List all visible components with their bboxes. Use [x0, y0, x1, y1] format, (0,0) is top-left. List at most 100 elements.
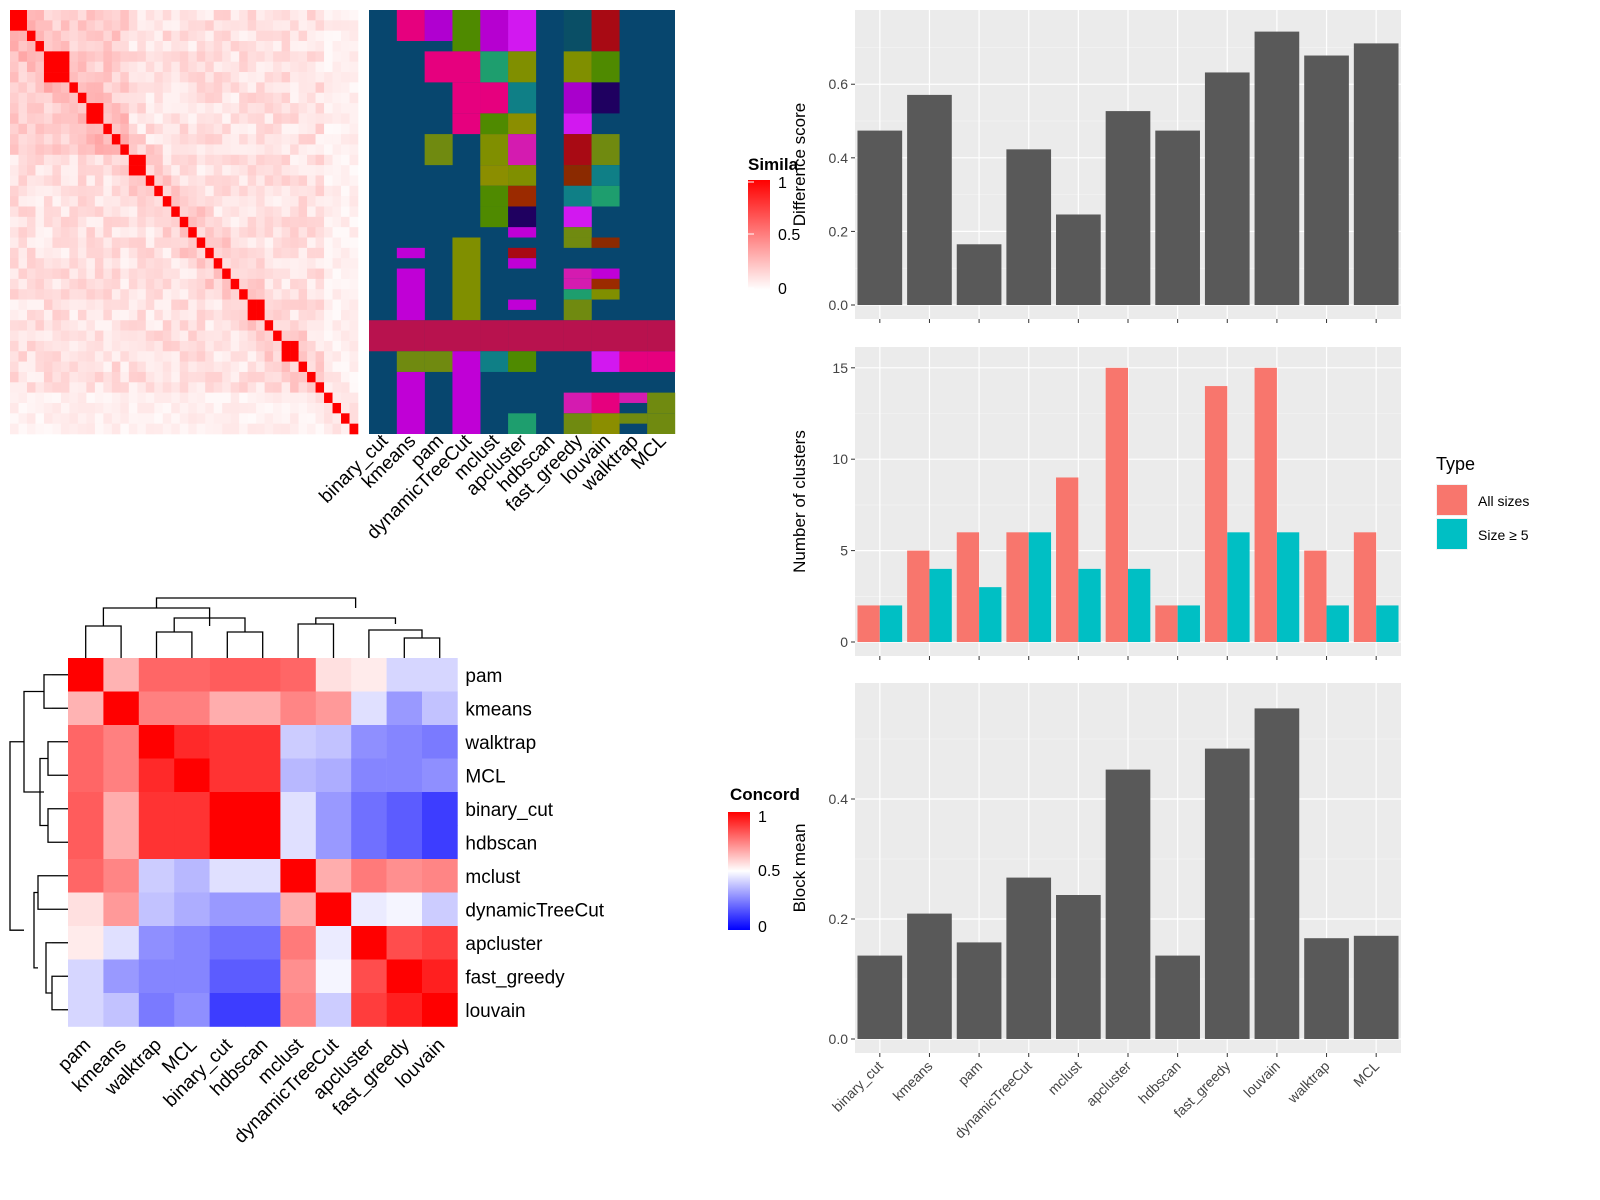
concordance-cell [245, 859, 281, 893]
similarity-cell [264, 402, 274, 414]
concordance-cell [103, 792, 140, 826]
similarity-cell [18, 330, 28, 342]
track-segment [591, 134, 620, 166]
similarity-cell [298, 351, 308, 362]
similarity-cell [315, 113, 325, 125]
similarity-cell [43, 206, 53, 218]
similarity-cell [324, 413, 333, 424]
similarity-cell [196, 413, 206, 424]
similarity-cell [239, 144, 248, 156]
similarity-cell [315, 134, 325, 145]
similarity-cell [179, 72, 189, 83]
concordance-cell [174, 792, 210, 826]
similarity-cell [298, 216, 308, 228]
similarity-cell [332, 309, 342, 321]
similarity-cell [103, 392, 113, 404]
similarity-cell [171, 268, 181, 280]
similarity-cell [290, 206, 299, 218]
similarity-cell [341, 175, 350, 187]
similarity-cell [26, 237, 36, 249]
concordance-legend-title: Concord [730, 785, 800, 804]
similarity-cell [69, 340, 79, 352]
similarity-cell [230, 154, 240, 166]
similarity-cell [256, 216, 265, 228]
similarity-cell [239, 247, 248, 259]
similarity-cell [43, 268, 53, 280]
similarity-cell [137, 278, 147, 290]
similarity-cell [273, 330, 282, 342]
track-segment [452, 351, 481, 434]
track-segment [563, 134, 592, 166]
similarity-cell [171, 51, 181, 63]
similarity-cell [230, 216, 240, 228]
similarity-cell [43, 175, 53, 187]
similarity-cell [324, 175, 333, 187]
similarity-legend: Simila 10.50 [748, 155, 800, 298]
track-segment [508, 351, 537, 372]
similarity-cell [69, 258, 79, 269]
similarity-cell [222, 51, 231, 63]
similarity-cell [332, 371, 342, 383]
concordance-cell [280, 792, 317, 826]
similarity-cell [256, 340, 265, 352]
similarity-cell [290, 185, 299, 197]
similarity-cell [298, 278, 308, 290]
similarity-cell [26, 227, 36, 238]
similarity-cell [349, 227, 359, 238]
similarity-cell [213, 351, 223, 362]
similarity-cell [222, 82, 231, 94]
similarity-cell [103, 382, 113, 393]
similarity-cell [315, 20, 325, 31]
similarity-cell [315, 92, 325, 104]
similarity-cell [171, 382, 181, 393]
track-segment [508, 227, 537, 238]
concordance-cell [245, 758, 281, 793]
similarity-cell [324, 41, 333, 52]
similarity-cell [222, 382, 231, 393]
similarity-cell [264, 41, 274, 52]
similarity-cell [162, 278, 172, 290]
similarity-cell [298, 237, 308, 249]
similarity-cell [239, 320, 248, 331]
similarity-cell [111, 196, 121, 207]
concordance-cell [68, 926, 104, 960]
dendrogram-branch [23, 690, 44, 793]
concordance-cell [422, 993, 458, 1027]
similarity-cell [69, 371, 79, 383]
similarity-cell [222, 20, 231, 31]
similarity-cell [349, 371, 359, 383]
similarity-cell [273, 41, 282, 52]
similarity-cell [307, 206, 316, 218]
similarity-cell [247, 423, 257, 435]
similarity-cell [239, 258, 248, 269]
similarity-cell [137, 154, 147, 166]
similarity-cell [290, 258, 299, 269]
similarity-cell [341, 51, 350, 63]
similarity-cell [111, 361, 121, 373]
similarity-cell [60, 51, 70, 63]
similarity-cell [256, 10, 265, 21]
similarity-cell [256, 392, 265, 404]
similarity-cell [43, 402, 53, 414]
similarity-cell [324, 361, 333, 373]
similarity-cell [137, 361, 147, 373]
similarity-cell [171, 371, 181, 383]
similarity-cell [10, 61, 19, 73]
similarity-cell [154, 123, 164, 135]
similarity-cell [230, 258, 240, 269]
similarity-cell [162, 392, 172, 404]
similarity-cell [298, 392, 308, 404]
similarity-cell [290, 103, 299, 114]
similarity-cell [111, 289, 121, 300]
similarity-cell [222, 299, 231, 311]
similarity-cell [128, 289, 138, 300]
similarity-cell [324, 30, 333, 42]
similarity-cell [273, 175, 282, 187]
similarity-cell [196, 289, 206, 300]
similarity-cell [247, 92, 257, 104]
concordance-cell [103, 993, 140, 1027]
similarity-cell [188, 289, 198, 300]
similarity-cell [349, 92, 359, 104]
similarity-cell [281, 413, 291, 424]
similarity-cell [137, 134, 147, 145]
